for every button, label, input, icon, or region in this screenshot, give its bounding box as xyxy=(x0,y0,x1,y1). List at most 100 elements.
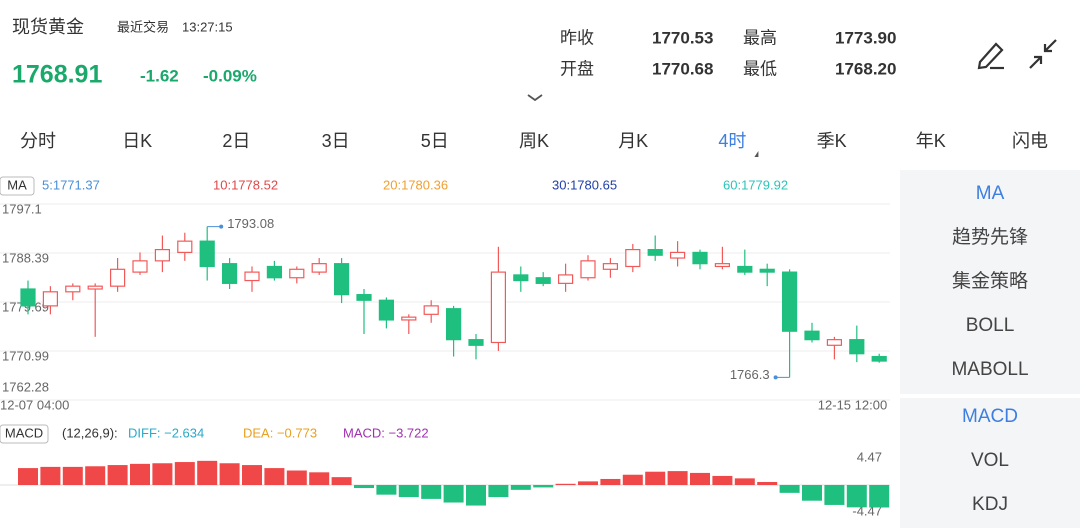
macd-bar xyxy=(846,485,867,508)
macd-bar xyxy=(421,485,442,499)
candle-body xyxy=(804,330,820,341)
macd-bar xyxy=(443,485,464,503)
expand-chevron[interactable] xyxy=(527,94,543,102)
legend-entry: DIFF: −2.634 xyxy=(128,425,204,440)
candle-body xyxy=(109,268,126,287)
candle-body xyxy=(42,291,59,307)
macd-bar xyxy=(376,485,397,495)
y-tick-label: 1770.99 xyxy=(2,348,49,363)
change-pct: -0.09% xyxy=(203,66,257,85)
tab[interactable]: 闪电 xyxy=(1012,131,1048,151)
trade-label: 最近交易 xyxy=(117,19,169,34)
quote-label: 最低 xyxy=(743,59,777,78)
candle-body xyxy=(334,263,350,296)
candle-body xyxy=(177,240,193,254)
candle-body xyxy=(468,339,484,346)
legend-entry: DEA: −0.773 xyxy=(243,425,317,440)
tab[interactable]: 日K xyxy=(122,131,152,151)
macd-bar xyxy=(533,485,554,488)
side-item[interactable]: VOL xyxy=(971,450,1009,471)
tab-caret xyxy=(754,151,759,157)
tab[interactable]: 3日 xyxy=(322,131,350,151)
macd-title: MACD xyxy=(5,425,43,440)
macd-bar xyxy=(107,465,128,485)
side-panel-main xyxy=(900,170,1080,394)
quote-value: 1770.53 xyxy=(652,28,713,47)
change: -1.62 xyxy=(140,66,179,85)
candle-body xyxy=(20,288,36,307)
candle-body xyxy=(132,260,148,273)
candle-body xyxy=(737,265,753,273)
candle-body xyxy=(647,248,663,256)
macd-bar xyxy=(734,478,755,485)
candle-body xyxy=(669,251,686,259)
macd-box xyxy=(0,424,49,444)
tab[interactable]: 2日 xyxy=(222,131,250,151)
candle-body xyxy=(714,263,731,268)
quote-label: 最高 xyxy=(743,28,777,47)
candle-body xyxy=(446,308,462,341)
side-item[interactable]: KDJ xyxy=(972,494,1008,515)
tab[interactable]: 分时 xyxy=(20,131,56,151)
macd-bar xyxy=(555,483,576,485)
side-panel-sub xyxy=(900,398,1080,528)
macd-bar xyxy=(130,463,150,485)
legend-entry: 60:1779.92 xyxy=(723,177,788,192)
macd-bar xyxy=(600,478,621,485)
side-item[interactable]: MA xyxy=(976,183,1005,204)
y-tick-label: 1762.28 xyxy=(2,379,49,394)
edit-icon[interactable] xyxy=(977,42,1004,70)
tab[interactable]: 年K xyxy=(916,131,946,151)
macd-bar xyxy=(286,470,307,485)
tab[interactable]: 月K xyxy=(618,131,648,151)
macd-bar xyxy=(62,466,83,485)
macd-bar xyxy=(40,466,61,485)
candle-body xyxy=(87,285,103,290)
max-dot xyxy=(219,224,224,229)
side-item[interactable]: MABOLL xyxy=(951,359,1028,380)
side-item[interactable]: 趋势先锋 xyxy=(952,226,1028,248)
macd-bar xyxy=(309,472,330,485)
candle-body xyxy=(826,339,843,346)
candle-body xyxy=(759,268,775,273)
macd-bar xyxy=(824,485,845,505)
quote-value: 1773.90 xyxy=(835,28,896,47)
macd-bar xyxy=(622,474,643,485)
side-item[interactable]: MACD xyxy=(962,406,1018,427)
legend-entry: 5:1771.37 xyxy=(42,177,100,192)
candle-body xyxy=(871,355,887,362)
candle-body xyxy=(602,263,619,270)
price: 1768.91 xyxy=(12,61,102,89)
macd-bar xyxy=(779,485,800,493)
tab[interactable]: 周K xyxy=(519,131,549,151)
candle-body xyxy=(401,316,417,321)
candle-body xyxy=(266,265,282,279)
tab[interactable]: 季K xyxy=(817,131,847,151)
collapse-icon[interactable] xyxy=(1029,39,1057,69)
x-tick-label: 12-07 04:00 xyxy=(0,397,69,412)
candle-body xyxy=(513,274,529,282)
tab[interactable]: 5日 xyxy=(421,131,449,151)
macd-bar xyxy=(354,485,374,489)
macd-bar xyxy=(488,485,509,498)
macd-bar xyxy=(242,465,262,485)
tab[interactable]: 4时 xyxy=(718,131,746,151)
side-item[interactable]: 集金策略 xyxy=(952,270,1028,292)
quote-value: 1768.20 xyxy=(835,59,896,78)
title: 现货黄金 xyxy=(12,17,84,37)
macd-bar xyxy=(219,463,240,485)
candle-body xyxy=(490,271,506,344)
candle-body xyxy=(222,263,238,284)
legend-entry: (12,26,9): xyxy=(62,425,118,440)
macd-bar xyxy=(667,471,688,485)
ma-title: MA xyxy=(7,177,27,192)
quote-value: 1770.68 xyxy=(652,59,713,78)
candle-body xyxy=(557,274,574,284)
candle-body xyxy=(781,271,798,332)
y-tick-label: 4.47 xyxy=(857,449,882,464)
macd-bar xyxy=(578,481,598,485)
side-item[interactable]: BOLL xyxy=(966,315,1015,336)
candle-body xyxy=(625,248,641,268)
macd-bar xyxy=(712,475,733,485)
